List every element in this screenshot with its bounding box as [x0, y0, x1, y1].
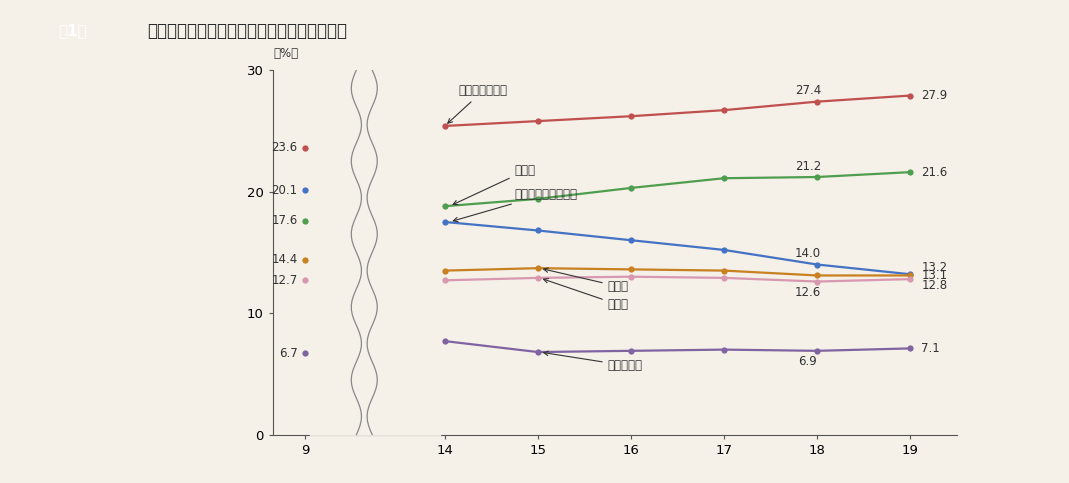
Text: 23.6: 23.6	[272, 142, 298, 155]
Text: 第1図: 第1図	[58, 23, 87, 39]
Text: 機関費: 機関費	[543, 279, 629, 311]
Text: 14.0: 14.0	[794, 247, 821, 260]
Text: 社会保障関係費: 社会保障関係費	[448, 84, 508, 123]
Text: 13.2: 13.2	[921, 261, 947, 274]
Text: 27.9: 27.9	[921, 89, 947, 102]
Text: 27.4: 27.4	[794, 84, 821, 97]
Text: 12.6: 12.6	[794, 286, 821, 299]
Text: 12.8: 12.8	[921, 279, 947, 292]
Text: 20.1: 20.1	[272, 184, 298, 197]
Text: 6.9: 6.9	[799, 355, 817, 368]
Text: 14.4: 14.4	[272, 253, 298, 266]
Text: 13.1: 13.1	[921, 269, 947, 282]
Text: 17.6: 17.6	[272, 214, 298, 227]
Text: 21.2: 21.2	[794, 159, 821, 172]
Text: （%）: （%）	[274, 47, 298, 60]
Text: 7.1: 7.1	[921, 342, 940, 355]
Text: 国土保全及び開発費: 国土保全及び開発費	[453, 187, 577, 222]
Text: 国・地方を通じる目的別歳出額構成比の推移: 国・地方を通じる目的別歳出額構成比の推移	[146, 22, 346, 40]
Text: 6.7: 6.7	[279, 347, 298, 360]
Text: 産業経済費: 産業経済費	[544, 351, 642, 372]
Text: 21.6: 21.6	[921, 166, 947, 179]
Text: 教育費: 教育費	[544, 268, 629, 293]
Text: 12.7: 12.7	[272, 274, 298, 287]
Text: 公債費: 公債費	[453, 164, 536, 205]
